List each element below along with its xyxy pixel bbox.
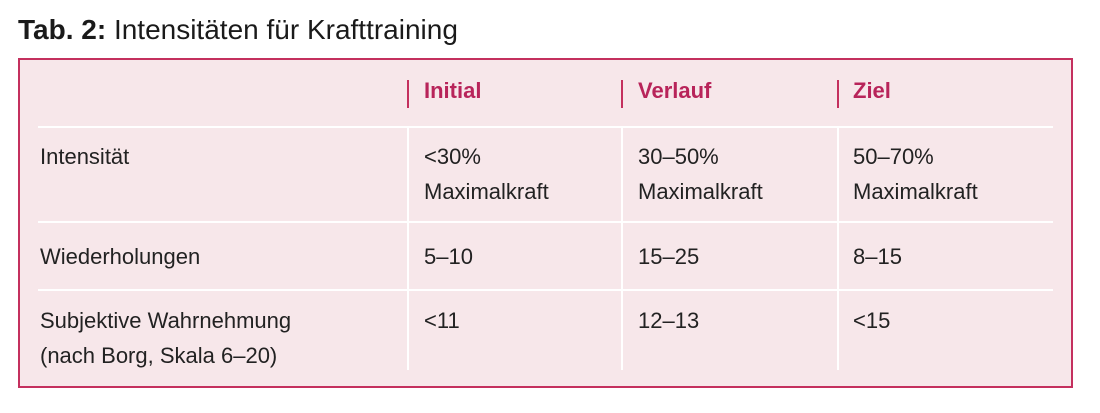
cell-text: 30–50% [638, 144, 719, 169]
cell-text: <15 [853, 308, 891, 333]
title-label: Tab. 2: [18, 14, 107, 45]
cell-text: 5–10 [424, 244, 473, 269]
row-divider [38, 126, 1053, 128]
header-divider [837, 80, 839, 108]
cell-text: Maximalkraft [638, 179, 763, 204]
row-divider [38, 221, 1053, 223]
row-label: Wiederholungen [40, 244, 201, 269]
table-title: Tab. 2: Intensitäten für Krafttraining [18, 14, 458, 46]
column-header: Verlauf [638, 78, 712, 103]
cell-text: <11 [424, 308, 460, 333]
cell-text: 12–13 [638, 308, 700, 333]
cell-text: Maximalkraft [853, 179, 978, 204]
cell-text: Maximalkraft [424, 179, 549, 204]
cell-text: 8–15 [853, 244, 902, 269]
cell-text: <30% [424, 144, 481, 169]
cell-text: 50–70% [853, 144, 934, 169]
row-label: (nach Borg, Skala 6–20) [40, 343, 278, 368]
header-divider [621, 80, 623, 108]
row-divider [38, 289, 1053, 291]
row-label: Intensität [40, 144, 130, 169]
title-text: Intensitäten für Krafttraining [113, 14, 458, 45]
column-divider [407, 127, 409, 370]
table-box [18, 58, 1073, 388]
row-label: Subjektive Wahrnehmung [40, 308, 292, 333]
column-header: Initial [424, 78, 482, 103]
header-divider [407, 80, 409, 108]
column-divider [837, 127, 839, 370]
column-header: Ziel [853, 78, 891, 103]
cell-text: 15–25 [638, 244, 700, 269]
column-divider [621, 127, 623, 370]
